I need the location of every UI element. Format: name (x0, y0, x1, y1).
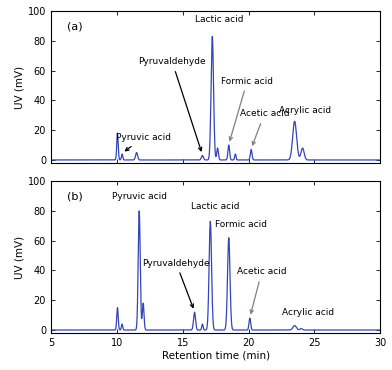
Text: Acetic acid: Acetic acid (240, 109, 289, 145)
Text: (a): (a) (67, 22, 83, 32)
Text: Acrylic acid: Acrylic acid (279, 106, 331, 115)
X-axis label: Retention time (min): Retention time (min) (162, 351, 270, 361)
Text: Lactic acid: Lactic acid (191, 202, 240, 211)
Text: Acetic acid: Acetic acid (237, 268, 287, 313)
Text: Formic acid: Formic acid (221, 77, 273, 140)
Text: Pyruvic acid: Pyruvic acid (112, 192, 167, 201)
Text: Acrylic acid: Acrylic acid (282, 307, 334, 317)
Text: Pyruvic acid: Pyruvic acid (116, 133, 171, 151)
Text: Lactic acid: Lactic acid (195, 16, 244, 24)
Text: Formic acid: Formic acid (215, 220, 267, 229)
Text: Pyruvaldehyde: Pyruvaldehyde (138, 57, 206, 151)
Y-axis label: UV (mV): UV (mV) (15, 65, 25, 108)
Y-axis label: UV (mV): UV (mV) (15, 236, 25, 279)
Text: Pyruvaldehyde: Pyruvaldehyde (142, 259, 210, 307)
Text: (b): (b) (67, 192, 83, 202)
